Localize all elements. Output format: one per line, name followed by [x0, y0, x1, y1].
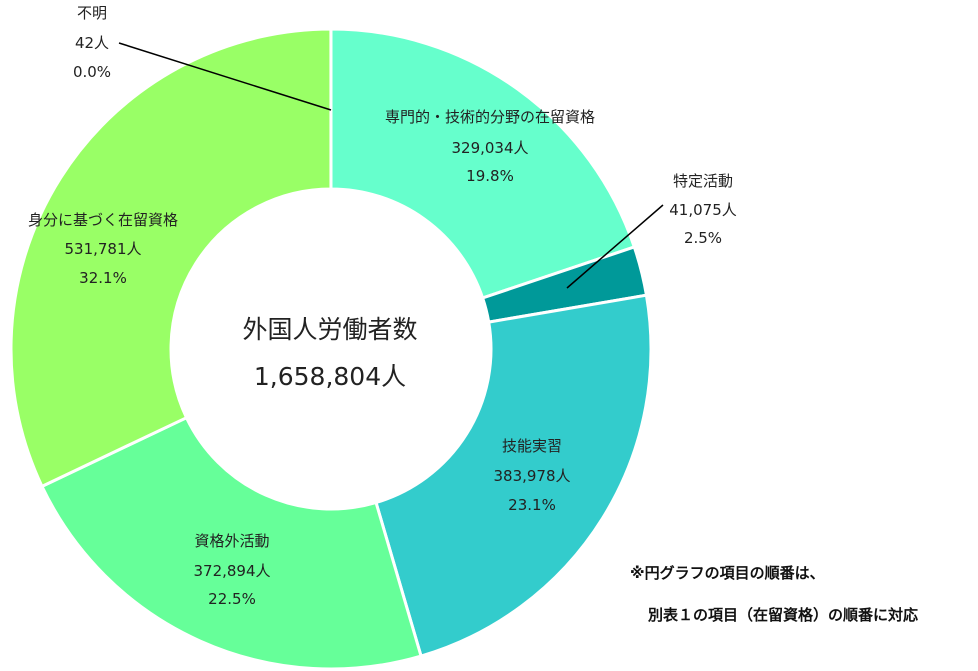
slice-label-percent: 2.5% [684, 229, 722, 247]
slice-label-percent: 23.1% [508, 496, 556, 514]
slice-label-percent: 22.5% [208, 590, 256, 608]
donut-slices [9, 27, 653, 671]
donut-slice [39, 415, 423, 671]
footnote-line-2: 別表１の項目（在留資格）の順番に対応 [647, 606, 918, 624]
leader-line-unknown [118, 42, 332, 111]
slice-label-count: 329,034人 [451, 139, 528, 157]
slice-label-count: 372,894人 [193, 562, 270, 580]
slice-label-count: 531,781人 [64, 240, 141, 258]
donut-slice [374, 293, 653, 658]
footnote-line-1: ※円グラフの項目の順番は、 [630, 564, 825, 582]
slice-label-name: 不明 [77, 4, 107, 22]
slice-label-name: 資格外活動 [194, 532, 269, 550]
slice-label-percent: 19.8% [466, 167, 514, 185]
slice-label-count: 41,075人 [669, 201, 737, 219]
slice-label-name: 専門的・技術的分野の在留資格 [385, 108, 595, 126]
slice-label-name: 特定活動 [673, 172, 733, 190]
center-title: 外国人労働者数 [242, 315, 417, 344]
slice-label-percent: 32.1% [79, 269, 127, 287]
slice-label-count: 383,978人 [493, 467, 570, 485]
slice-label-name: 身分に基づく在留資格 [28, 211, 178, 229]
leader-line-designated-activities [566, 204, 664, 289]
donut-slice [9, 27, 333, 489]
slice-label-percent: 0.0% [73, 63, 111, 81]
center-total: 1,658,804人 [254, 362, 406, 391]
slice-label-count: 42人 [75, 34, 109, 52]
slice-label-name: 技能実習 [502, 437, 562, 455]
donut-slice [329, 27, 637, 300]
